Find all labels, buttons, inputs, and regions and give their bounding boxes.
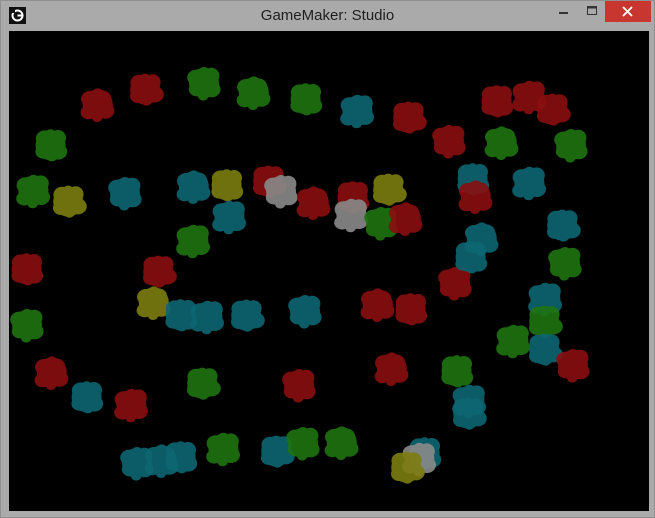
close-button[interactable] — [605, 1, 651, 22]
sprite-red — [432, 125, 466, 159]
sprite-red — [388, 202, 423, 236]
sprite-grey — [334, 198, 368, 233]
game-canvas[interactable] — [9, 31, 649, 511]
sprite-red — [282, 369, 316, 403]
sprite-red — [34, 356, 69, 390]
sprite-teal — [455, 241, 488, 274]
sprite-green — [554, 129, 588, 163]
sprite-red — [11, 253, 44, 286]
sprite-red — [130, 73, 164, 106]
sprite-teal — [547, 209, 581, 242]
sprite-green — [529, 305, 563, 338]
sprite-green — [290, 83, 323, 116]
sprite-yellow — [136, 286, 171, 320]
sprite-teal — [120, 447, 154, 481]
sprite-green — [10, 309, 44, 343]
sprite-teal — [340, 94, 374, 129]
title-bar[interactable]: GameMaker: Studio — [1, 1, 654, 30]
sprite-red — [438, 267, 472, 301]
sprite-yellow — [53, 185, 87, 218]
close-icon — [605, 1, 651, 22]
sprite-green — [35, 129, 68, 162]
sprite-red — [395, 293, 428, 326]
sprite-green — [236, 76, 271, 110]
sprite-red — [143, 255, 177, 288]
sprite-red — [80, 88, 115, 122]
sprite-green — [187, 367, 221, 400]
sprite-green — [176, 224, 210, 259]
sprite-red — [114, 388, 148, 423]
sprite-green — [286, 427, 320, 461]
sprite-yellow — [391, 451, 425, 484]
sprite-teal — [512, 166, 546, 201]
sprite-red — [296, 186, 331, 220]
sprite-teal — [71, 381, 104, 414]
sprite-teal — [453, 397, 487, 430]
maximize-button[interactable] — [579, 1, 605, 22]
minimize-icon — [549, 1, 579, 22]
sprite-green — [206, 432, 240, 467]
sprite-green — [496, 324, 530, 359]
sprite-red — [458, 180, 493, 214]
sprite-green — [548, 247, 582, 281]
sprite-yellow — [211, 169, 244, 202]
window-title: GameMaker: Studio — [260, 7, 395, 24]
sprite-teal — [165, 441, 198, 474]
sprite-green — [484, 126, 519, 160]
sprite-red — [360, 288, 395, 322]
sprite-red — [374, 352, 409, 386]
gamemaker-logo-icon — [9, 7, 26, 24]
sprite-yellow — [373, 173, 407, 206]
sprite-teal — [165, 299, 198, 332]
sprite-teal — [212, 200, 246, 235]
minimize-button[interactable] — [549, 1, 579, 22]
game-scene — [10, 67, 590, 484]
sprite-green — [16, 174, 50, 209]
sprite-teal — [108, 177, 142, 211]
sprite-teal — [231, 299, 265, 332]
sprite-teal — [288, 295, 322, 329]
sprite-grey — [264, 175, 298, 209]
sprite-green — [324, 426, 359, 460]
maximize-icon — [579, 1, 605, 22]
sprite-green — [187, 67, 221, 101]
sprite-teal — [176, 170, 211, 204]
sprite-green — [441, 355, 474, 388]
sprite-red — [393, 101, 427, 134]
sprite-red — [481, 85, 514, 118]
sprite-teal — [190, 300, 224, 335]
sprite-red — [556, 349, 590, 383]
sprite-red — [537, 93, 571, 126]
